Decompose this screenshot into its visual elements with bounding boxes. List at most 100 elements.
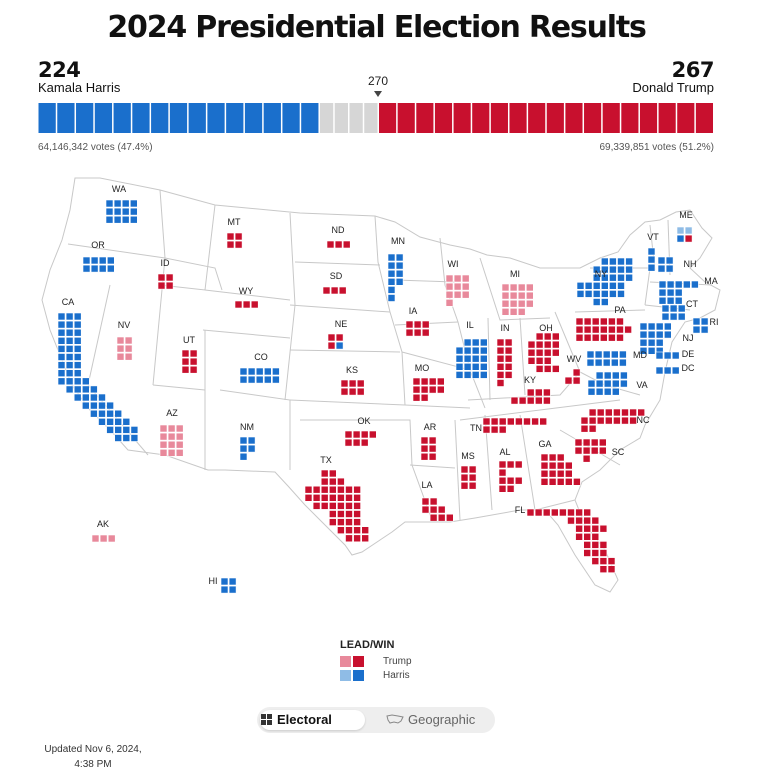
state-tile-wi[interactable] [445,274,470,307]
state-tile-nj[interactable] [639,322,672,355]
state-tile-wa[interactable] [105,199,138,224]
electoral-vote-tile [684,234,693,243]
electoral-vote-tile [181,357,190,366]
state-tile-tn[interactable] [482,417,548,434]
electoral-vote-tile [353,510,361,518]
electoral-vote-tile [395,269,404,278]
state-tile-la[interactable] [421,497,454,522]
state-tile-ca[interactable] [57,312,139,442]
state-tile-mo[interactable] [412,377,445,402]
electoral-vote-tile [540,453,549,462]
electoral-vote-tile [57,320,66,329]
state-tile-oh[interactable] [527,332,560,373]
state-tile-ny[interactable] [576,257,633,306]
state-tile-ma[interactable] [658,280,699,305]
electoral-vote-tile [130,199,138,208]
state-tile-ut[interactable] [181,349,198,374]
electoral-toggle-button[interactable]: Electoral [277,712,332,727]
electoral-vote-tile [509,307,518,316]
state-tile-sd[interactable] [322,286,347,295]
state-tile-md[interactable] [586,350,627,367]
electoral-vote-tile [445,290,454,299]
state-tile-hi[interactable] [220,577,237,594]
electoral-vote-tile [498,476,507,485]
electoral-vote-tile [543,356,552,365]
electoral-vote-tile [525,291,534,300]
state-tile-wy[interactable] [234,300,259,309]
state-tile-ne[interactable] [327,333,344,350]
state-tile-nh[interactable] [657,256,674,273]
electoral-vote-tile [496,379,505,387]
electoral-vote-tile [468,481,477,490]
electoral-vote-tile [73,320,82,329]
electoral-vote-tile [599,565,608,574]
state-label-vt: VT [647,232,659,242]
state-tile-sc[interactable] [574,438,607,463]
electoral-vote-tile [57,353,66,361]
geographic-toggle-button[interactable]: Geographic [408,712,476,727]
electoral-vote-tile [496,362,505,371]
state-tile-or[interactable] [82,256,115,273]
electoral-vote-tile [157,281,166,290]
state-tile-mn[interactable] [387,253,404,302]
electoral-vote-tile [121,215,130,224]
state-tile-va[interactable] [587,371,628,396]
electoral-vote-tile [658,280,667,289]
state-tile-pa[interactable] [575,317,632,342]
state-tile-tx[interactable] [304,469,370,543]
state-label-mn: MN [391,236,405,246]
state-tile-dc[interactable] [655,366,680,375]
state-tile-nv[interactable] [116,336,133,361]
electoral-vote-tile [542,508,551,517]
electoral-vote-tile [583,524,592,533]
state-tile-vt[interactable] [647,247,656,272]
electoral-vote-tile [534,508,543,517]
state-label-me: ME [679,210,693,220]
electoral-vote-tile [600,273,609,282]
state-tile-nd[interactable] [326,240,351,249]
state-tile-ok[interactable] [344,430,377,447]
electoral-vote-tile [337,526,345,535]
electoral-vote-tile [647,247,656,256]
state-tile-co[interactable] [239,367,280,384]
electoral-vote-tile [122,426,131,434]
state-tile-ar[interactable] [420,436,437,461]
electoral-vote-tile [517,299,526,308]
state-label-fl: FL [515,505,526,515]
state-tile-ga[interactable] [540,453,581,486]
state-tile-in[interactable] [496,338,513,387]
state-tile-de[interactable] [655,351,680,360]
state-tile-mi[interactable] [501,283,534,316]
state-tile-il[interactable] [455,338,488,379]
state-tile-ri[interactable] [692,317,709,334]
electoral-vote-tile [82,377,90,386]
electoral-vote-tile [540,469,549,478]
state-tile-id[interactable] [157,273,174,290]
state-tile-nc[interactable] [580,408,646,433]
electoral-vote-tile [175,440,184,449]
state-tile-fl[interactable] [526,508,616,574]
electoral-vote-tile [556,477,565,486]
electoral-vote-tile [98,393,106,402]
state-tile-ms[interactable] [460,465,477,490]
electoral-vote-tile [543,348,552,357]
state-tile-me[interactable] [676,226,693,243]
state-label-az: AZ [166,408,178,418]
state-tile-mt[interactable] [226,232,243,249]
state-tile-ct[interactable] [661,304,686,321]
electoral-vote-tile [130,207,138,216]
state-label-ne: NE [335,319,348,329]
state-tile-al[interactable] [498,460,523,493]
state-tile-ak[interactable] [91,534,116,543]
state-tile-wv[interactable] [564,368,581,385]
state-label-wa: WA [112,184,126,194]
state-label-ct: CT [686,299,698,309]
electoral-vote-tile [421,320,430,329]
state-tile-az[interactable] [159,424,184,457]
state-tile-ks[interactable] [340,379,365,396]
electoral-vote-tile [677,312,686,321]
state-tile-ia[interactable] [405,320,430,337]
electoral-vote-tile [322,286,331,295]
state-tile-ky[interactable] [510,388,551,405]
state-tile-nm[interactable] [239,436,256,461]
